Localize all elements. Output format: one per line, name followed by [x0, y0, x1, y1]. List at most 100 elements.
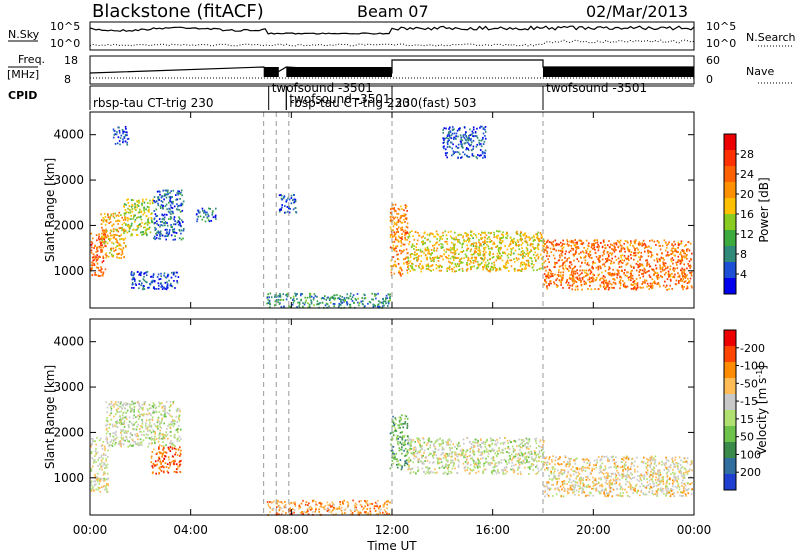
echo-cell: [604, 270, 607, 272]
echo-cell: [116, 142, 119, 145]
echo-cell: [538, 456, 540, 459]
echo-cell: [397, 219, 400, 222]
echo-cell: [177, 190, 179, 193]
echo-cell: [120, 214, 122, 216]
echo-cell: [156, 231, 158, 234]
echo-cell: [203, 211, 205, 214]
echo-cell: [131, 210, 134, 213]
echo-cell: [178, 425, 180, 428]
echo-cell: [139, 223, 141, 225]
echo-cell: [116, 253, 119, 256]
echo-cell: [449, 131, 452, 134]
echo-cell: [407, 435, 409, 438]
echo-cell: [91, 437, 93, 440]
echo-cell: [128, 205, 131, 207]
echo-cell: [568, 265, 571, 267]
echo-cell: [456, 257, 458, 259]
echo-cell: [278, 513, 280, 516]
echo-cell: [482, 156, 484, 159]
echo-cell: [594, 262, 596, 264]
echo-cell: [135, 209, 137, 211]
echo-cell: [97, 266, 100, 269]
echo-cell: [472, 243, 474, 246]
echo-cell: [127, 198, 129, 201]
power-colorbar-label: Power [dB]: [757, 177, 771, 242]
echo-cell: [363, 507, 365, 510]
echo-cell: [460, 251, 462, 253]
echo-cell: [447, 231, 450, 234]
echo-cell: [134, 229, 137, 231]
echo-cell: [440, 247, 443, 249]
echo-cell: [469, 450, 471, 452]
echo-cell: [406, 463, 409, 466]
echo-cell: [351, 300, 354, 302]
echo-cell: [495, 268, 498, 270]
echo-cell: [128, 420, 131, 423]
echo-cell: [329, 301, 332, 304]
echo-cell: [175, 468, 178, 471]
echo-cell: [686, 267, 688, 270]
echo-cell: [125, 436, 128, 438]
echo-cell: [112, 442, 114, 445]
echo-cell: [470, 248, 472, 251]
echo-cell: [514, 249, 517, 252]
echo-cell: [157, 204, 160, 207]
echo-cell: [119, 143, 121, 146]
echo-cell: [574, 245, 577, 248]
echo-cell: [164, 287, 166, 290]
echo-cell: [425, 264, 427, 267]
echo-cell: [103, 472, 105, 474]
echo-cell: [483, 127, 485, 129]
echo-cell: [162, 441, 164, 443]
echo-cell: [146, 228, 148, 231]
echo-cell: [121, 404, 124, 406]
echo-cell: [546, 265, 549, 268]
echo-cell: [331, 295, 334, 298]
echo-cell: [158, 457, 161, 460]
echo-cell: [137, 442, 139, 444]
echo-cell: [178, 192, 180, 195]
echo-cell: [148, 437, 151, 439]
echo-cell: [114, 401, 117, 403]
echo-cell: [429, 253, 431, 255]
echo-cell: [142, 286, 145, 289]
echo-cell: [489, 232, 492, 235]
echo-cell: [643, 281, 645, 284]
echo-cell: [473, 259, 476, 262]
echo-cell: [417, 439, 419, 442]
echo-cell: [672, 251, 674, 254]
echo-cell: [123, 230, 125, 233]
echo-cell: [96, 476, 98, 479]
echo-cell: [143, 208, 145, 211]
echo-cell: [555, 242, 558, 245]
echo-cell: [467, 149, 470, 152]
echo-cell: [680, 254, 683, 257]
echo-cell: [155, 208, 157, 211]
echo-cell: [146, 234, 148, 237]
echo-cell: [152, 279, 154, 282]
echo-cell: [326, 296, 329, 299]
echo-cell: [100, 213, 102, 216]
echo-cell: [399, 267, 401, 270]
echo-cell: [566, 268, 569, 270]
echo-cell: [458, 253, 460, 255]
echo-cell: [163, 198, 165, 201]
echo-cell: [173, 218, 175, 221]
echo-cell: [526, 243, 529, 246]
echo-cell: [153, 423, 156, 426]
echo-cell: [202, 209, 204, 212]
echo-cell: [610, 286, 613, 289]
echo-cell: [153, 448, 155, 451]
echo-cell: [651, 287, 653, 290]
echo-cell: [173, 463, 176, 466]
echo-cell: [110, 249, 112, 252]
echo-cell: [169, 192, 171, 194]
echo-cell: [630, 251, 633, 253]
echo-cell: [395, 422, 397, 425]
echo-cell: [171, 202, 174, 205]
echo-cell: [338, 297, 340, 299]
echo-cell: [568, 269, 570, 272]
echo-cell: [492, 243, 494, 246]
echo-cell: [152, 405, 155, 407]
echo-cell: [158, 405, 160, 408]
